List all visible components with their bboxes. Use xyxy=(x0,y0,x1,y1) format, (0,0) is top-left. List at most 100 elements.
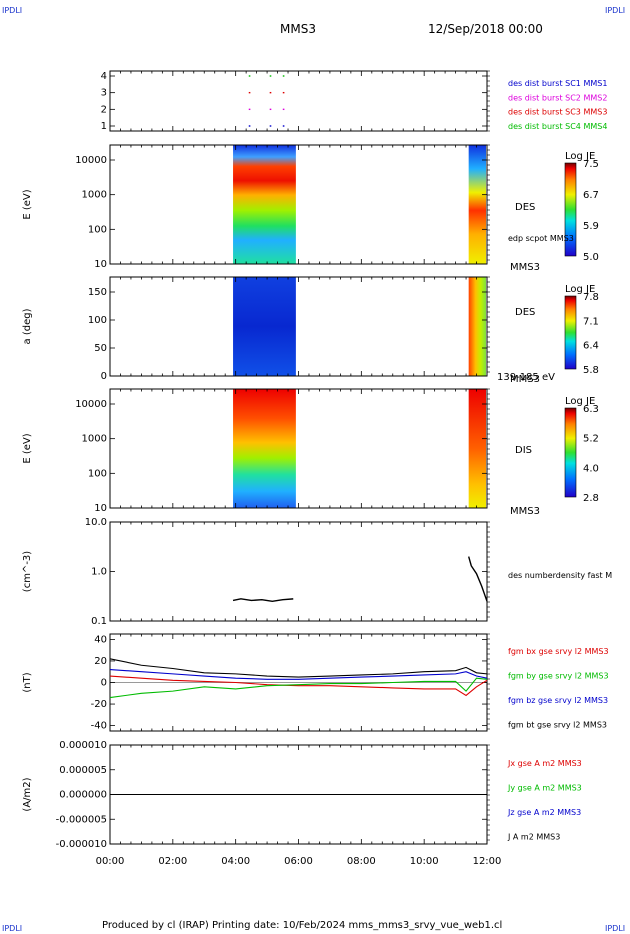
dis-energy-block-2 xyxy=(468,389,486,508)
density-ylabel: (cm^-3) xyxy=(22,551,33,592)
des-pitch-colorbar-tick: 6.4 xyxy=(583,341,599,352)
corner-logo-tr: IPDLI xyxy=(605,6,626,15)
burst-ytick-label: 1 xyxy=(101,121,107,132)
burst-mark-3 xyxy=(248,75,251,77)
dis-energy-sublabel: MMS3 xyxy=(510,506,540,517)
des-energy-colorbar-tick: 5.0 xyxy=(583,252,599,263)
footer-text: Produced by cl (IRAP) Printing date: 10/… xyxy=(102,920,503,931)
des-energy-block-2 xyxy=(468,145,486,264)
dis-energy-colorbar-title: Log JE xyxy=(565,396,595,407)
burst-ytick-label: 3 xyxy=(101,88,107,99)
x-tick-label: 02:00 xyxy=(158,856,187,867)
fgm-ytick-label: -20 xyxy=(91,699,107,710)
current-legend-1: Jy gse A m2 MMS3 xyxy=(507,784,582,793)
fgm-legend-1: fgm by gse srvy l2 MMS3 xyxy=(508,672,609,681)
dis-energy-ytick-label: 10000 xyxy=(75,399,107,410)
des-energy-ytick-label: 10000 xyxy=(75,155,107,166)
x-tick-label: 00:00 xyxy=(96,856,125,867)
density-legend: des numberdensity fast M xyxy=(508,571,612,580)
current-legend-0: Jx gse A m2 MMS3 xyxy=(507,759,582,768)
x-tick-label: 06:00 xyxy=(284,856,313,867)
des-pitch-colorbar xyxy=(564,295,577,370)
des-pitch-colorbar-title: Log JE xyxy=(565,284,595,295)
current-ytick-label: 0.000000 xyxy=(59,790,107,801)
burst-mark-3 xyxy=(282,75,285,77)
des-energy-colorbar-title: Log JE xyxy=(565,151,595,162)
dis-energy-block-1 xyxy=(233,389,296,508)
des-energy-ytick-label: 100 xyxy=(88,224,107,235)
density-ytick-label: 0.1 xyxy=(91,616,107,627)
density-ytick-label: 10.0 xyxy=(85,517,107,528)
burst-mark-0 xyxy=(282,125,285,127)
des-pitch-ytick-label: 100 xyxy=(88,315,107,326)
current-ylabel: (A/m2) xyxy=(22,777,33,811)
burst-mark-0 xyxy=(269,125,272,127)
dis-energy-colorbar xyxy=(564,407,577,498)
dis-energy-ylabel: E (eV) xyxy=(22,433,33,463)
x-tick-label: 04:00 xyxy=(221,856,250,867)
des-pitch-colorbar-tick: 7.8 xyxy=(583,292,599,303)
des-energy-ylabel: E (eV) xyxy=(22,189,33,219)
dis-energy-ytick-label: 10 xyxy=(94,503,107,514)
des-energy-frame xyxy=(109,144,488,265)
des-pitch-colorbar-tick: 5.8 xyxy=(583,365,599,376)
des-energy-label: DES xyxy=(515,202,535,213)
x-tick-label: 08:00 xyxy=(347,856,376,867)
header-date: 12/Sep/2018 00:00 xyxy=(428,22,543,36)
des-energy-colorbar-tick: 7.5 xyxy=(583,159,599,170)
fgm-legend-0: fgm bx gse srvy l2 MMS3 xyxy=(508,647,609,656)
current-ytick-label: 0.000010 xyxy=(59,740,107,751)
des-energy-colorbar-tick: 5.9 xyxy=(583,221,599,232)
header-spacecraft: MMS3 xyxy=(280,22,316,36)
burst-legend-0: des dist burst SC1 MMS1 xyxy=(508,79,607,88)
dis-energy-ytick-label: 1000 xyxy=(82,434,107,445)
burst-legend-2: des dist burst SC3 MMS3 xyxy=(508,108,607,117)
des-pitch-ytick-label: 150 xyxy=(88,287,107,298)
des-pitch-energy-range: 139-185 eV xyxy=(497,372,555,383)
des-scpot-label: edp scpot MMS3 xyxy=(508,234,574,243)
fgm-ytick-label: 0 xyxy=(101,678,107,689)
burst-legend-1: des dist burst SC2 MMS2 xyxy=(508,93,607,102)
fgm-ytick-label: 40 xyxy=(94,634,107,645)
des-energy-block-1 xyxy=(233,145,296,264)
dis-energy-colorbar-tick: 5.2 xyxy=(583,434,599,445)
density-panel-frame xyxy=(109,521,488,622)
burst-mark-1 xyxy=(248,108,251,111)
des-pitch-colorbar-tick: 7.1 xyxy=(583,316,599,327)
des-pitch-sublabel: MMS3 xyxy=(510,374,540,385)
des-pitch-ylabel: a (deg) xyxy=(22,308,33,344)
des-pitch-block-1 xyxy=(233,277,296,376)
dis-energy-colorbar-tick: 2.8 xyxy=(583,493,599,504)
panels-layer: 1 2 3 4 des dist burst SC1 MMS1 des dist burs… xyxy=(22,70,612,867)
fgm-line-3 xyxy=(109,658,488,678)
dis-energy-colorbar-tick: 6.3 xyxy=(583,404,599,415)
current-ytick-label: 0.000005 xyxy=(59,765,107,776)
dis-energy-frame xyxy=(109,388,488,509)
corner-logo-br: IPDLI xyxy=(605,924,626,933)
burst-mark-2 xyxy=(282,91,285,94)
des-pitch-label: DES xyxy=(515,307,535,318)
fgm-line-2 xyxy=(109,669,488,680)
des-pitch-ytick-label: 0 xyxy=(101,371,107,382)
dis-energy-ytick-label: 100 xyxy=(88,468,107,479)
fgm-line-0 xyxy=(109,675,488,697)
current-ytick-label: -0.000010 xyxy=(56,839,107,850)
des-energy-ytick-label: 1000 xyxy=(82,190,107,201)
burst-ytick-label: 4 xyxy=(101,71,107,82)
current-ytick-label: -0.000005 xyxy=(56,814,107,825)
density-line-2 xyxy=(468,556,488,602)
fgm-line-1 xyxy=(109,677,488,699)
corner-logo-tl: IPDLI xyxy=(2,6,23,15)
x-tick-label: 10:00 xyxy=(410,856,439,867)
x-tick-label: 12:00 xyxy=(473,856,502,867)
des-energy-colorbar-tick: 6.7 xyxy=(583,190,599,201)
dis-energy-colorbar-tick: 4.0 xyxy=(583,463,599,474)
burst-ytick-label: 2 xyxy=(101,104,107,115)
des-pitch-frame xyxy=(109,276,488,377)
corner-logo-bl: IPDLI xyxy=(2,924,23,933)
current-legend-2: Jz gse A m2 MMS3 xyxy=(507,808,581,817)
des-pitch-ytick-label: 50 xyxy=(94,343,107,354)
burst-mark-1 xyxy=(282,108,285,111)
